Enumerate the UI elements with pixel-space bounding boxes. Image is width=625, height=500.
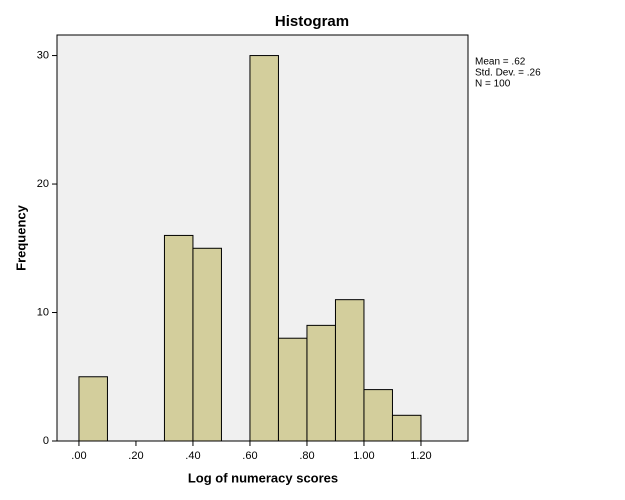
bar: [277, 337, 308, 442]
y-tick-label: 10: [37, 306, 49, 318]
y-tick-label: 20: [37, 178, 49, 190]
stats-annotation: Std. Dev. = .26: [475, 68, 541, 79]
bar: [334, 299, 365, 442]
bar: [391, 414, 422, 442]
y-tick-label: 30: [37, 49, 49, 61]
bar: [249, 55, 279, 442]
bar: [163, 234, 194, 442]
x-axis-label: Log of numeracy scores: [188, 470, 338, 485]
x-tick-label: .40: [185, 450, 200, 462]
y-tick-label: 0: [43, 435, 49, 447]
bar: [363, 389, 393, 442]
x-tick-label: .00: [71, 450, 86, 462]
y-axis-label: Frequency: [13, 204, 28, 271]
bar: [78, 376, 108, 442]
bar: [306, 324, 336, 442]
x-tick-label: 1.20: [410, 450, 431, 462]
x-tick-label: .20: [128, 450, 143, 462]
x-tick-label: .80: [299, 450, 314, 462]
x-tick-label: .60: [242, 450, 257, 462]
chart-title: Histogram: [275, 13, 349, 30]
x-tick-label: 1.00: [353, 450, 374, 462]
bar: [192, 247, 222, 442]
stats-annotation: N = 100: [475, 79, 511, 90]
stats-annotation: Mean = .62: [475, 57, 526, 68]
